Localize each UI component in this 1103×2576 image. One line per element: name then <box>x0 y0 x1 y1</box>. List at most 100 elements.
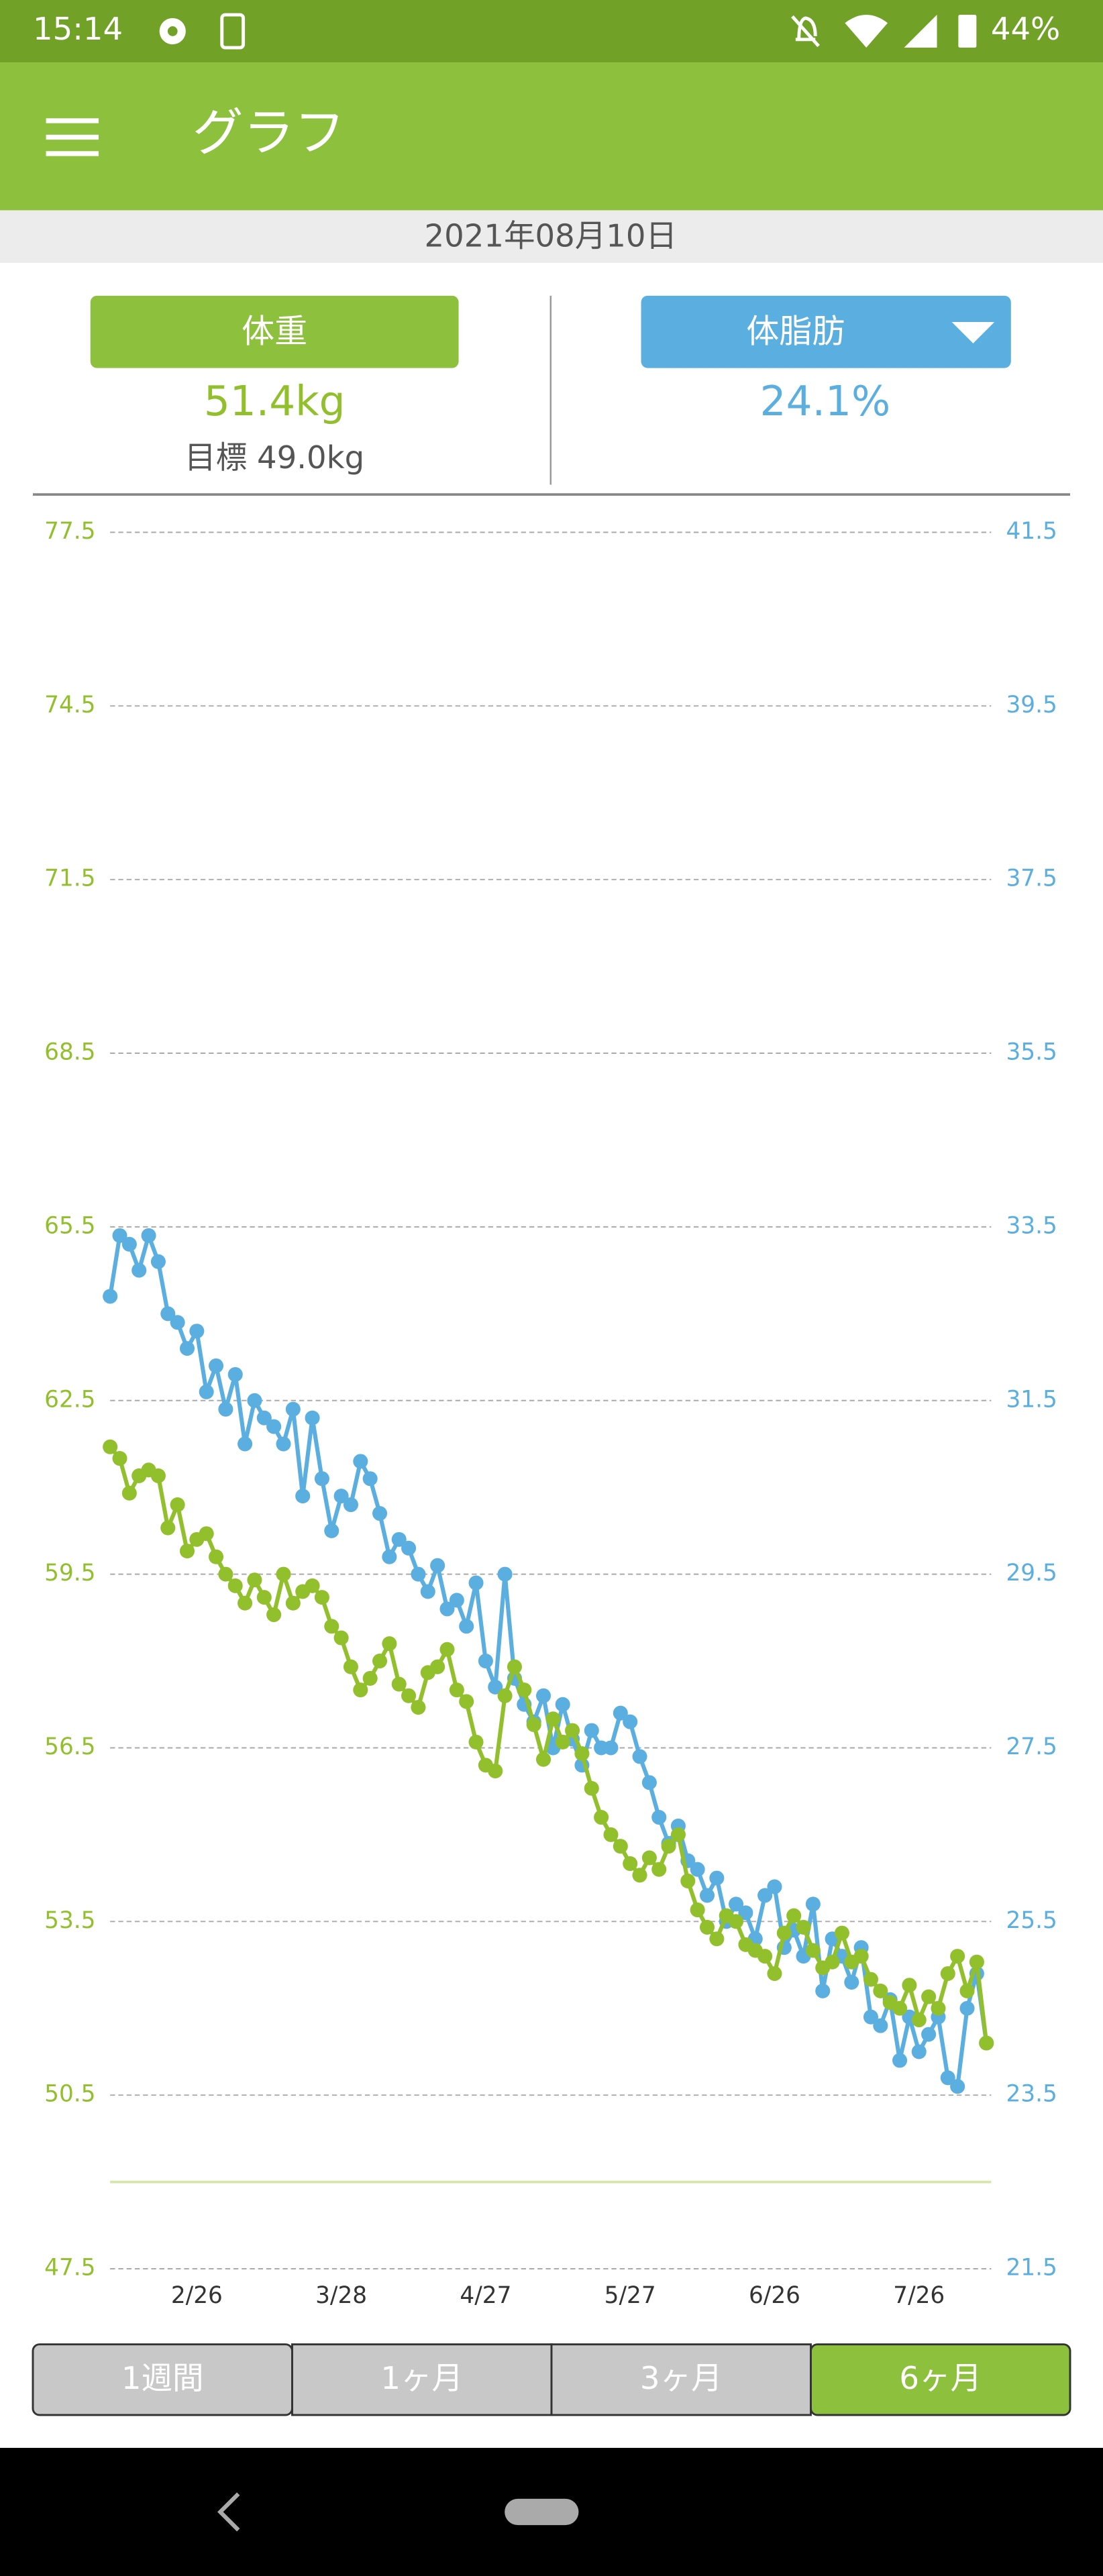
data-point <box>218 1566 233 1582</box>
data-point <box>670 1827 686 1842</box>
back-button[interactable] <box>217 2492 240 2532</box>
data-point <box>825 1954 840 1970</box>
data-point <box>555 1697 570 1712</box>
menu-line <box>46 151 99 156</box>
menu-button[interactable] <box>46 118 99 156</box>
battery-icon <box>958 15 977 48</box>
data-point <box>767 1966 782 1982</box>
data-point <box>969 1954 984 1970</box>
data-point <box>940 2070 955 2086</box>
data-point <box>931 2000 946 2016</box>
data-point <box>497 1566 513 1582</box>
y-tick-label: 59.5 <box>44 1560 95 1587</box>
data-point <box>218 1401 233 1417</box>
data-point <box>757 1949 773 1964</box>
data-point <box>892 2053 908 2068</box>
period-tab[interactable] <box>810 2343 1071 2416</box>
data-point <box>305 1578 320 1593</box>
data-point <box>651 1809 667 1825</box>
weight-value: 51.4kg <box>204 378 346 425</box>
y2-tick-label: 27.5 <box>1006 1733 1057 1760</box>
data-point <box>940 1966 955 1982</box>
y2-tick-label: 23.5 <box>1006 2081 1057 2108</box>
data-point <box>179 1341 195 1356</box>
data-point <box>449 1682 464 1698</box>
data-point <box>256 1590 272 1605</box>
app-title: グラフ <box>193 103 346 162</box>
y2-tick-label: 25.5 <box>1006 1907 1057 1934</box>
data-point <box>574 1746 590 1762</box>
data-point <box>324 1523 339 1538</box>
data-point <box>439 1601 455 1617</box>
data-point <box>382 1549 397 1564</box>
y2-tick-label: 41.5 <box>1006 518 1057 545</box>
data-point <box>921 1989 937 2004</box>
data-point <box>661 1839 676 1854</box>
period-tab-label: 1ヶ月 <box>380 2360 463 2396</box>
data-point <box>921 2027 937 2042</box>
data-point <box>729 1914 744 1929</box>
data-point <box>786 1908 802 1923</box>
y-tick-label: 56.5 <box>44 1733 95 1760</box>
data-point <box>343 1497 358 1513</box>
data-point <box>150 1468 166 1483</box>
data-point <box>545 1711 561 1727</box>
data-point <box>834 1925 849 1941</box>
weight-button[interactable] <box>90 295 459 368</box>
y2-tick-label: 37.5 <box>1006 865 1057 892</box>
data-point <box>892 2000 908 2016</box>
x-tick-label: 3/28 <box>315 2282 367 2309</box>
data-point <box>420 1584 435 1599</box>
wifi-icon <box>845 15 888 48</box>
data-point <box>160 1520 176 1536</box>
data-point <box>950 2079 965 2094</box>
data-point <box>112 1451 127 1466</box>
data-point <box>603 1827 619 1842</box>
data-point <box>439 1642 455 1657</box>
data-point <box>729 1896 744 1912</box>
chart: 47.5 50.5 53.5 56.5 59.5 62.5 65.5 68.5 71.5 74.5… <box>44 518 1057 2309</box>
period-tab[interactable] <box>550 2343 812 2416</box>
data-point <box>517 1682 532 1698</box>
data-point <box>372 1505 388 1521</box>
data-point <box>353 1682 368 1698</box>
data-point <box>709 1931 725 1947</box>
settings-icon-hole <box>167 26 178 36</box>
fat-button[interactable]: 体脂肪 <box>641 295 1011 368</box>
data-point <box>305 1410 320 1426</box>
data-point <box>430 1659 445 1674</box>
data-point <box>623 1714 638 1729</box>
data-point <box>382 1636 397 1652</box>
y2-tick-label: 39.5 <box>1006 692 1057 718</box>
data-point <box>535 1688 552 1703</box>
data-point <box>256 1410 272 1426</box>
data-point <box>815 1983 831 1998</box>
data-point <box>343 1659 358 1674</box>
data-point <box>150 1254 166 1269</box>
data-point <box>295 1489 311 1504</box>
data-point <box>699 1919 715 1935</box>
data-point <box>565 1723 580 1738</box>
data-point <box>266 1607 282 1623</box>
data-point <box>853 1949 869 1964</box>
data-point <box>911 2012 927 2028</box>
mute-icon <box>791 15 820 48</box>
data-point <box>189 1324 205 1339</box>
y-tick-label: 62.5 <box>44 1386 95 1413</box>
data-point <box>285 1401 301 1417</box>
home-button[interactable] <box>505 2498 579 2526</box>
y2-tick-label: 31.5 <box>1006 1386 1057 1413</box>
data-point <box>121 1485 137 1501</box>
battery-level: 44% <box>991 11 1060 47</box>
period-tab[interactable] <box>291 2343 553 2416</box>
data-point <box>950 1949 965 1964</box>
data-point <box>324 1619 339 1634</box>
weight-label: 体重 <box>242 313 307 351</box>
data-point <box>227 1578 243 1593</box>
app-bar <box>0 62 1103 211</box>
data-point <box>391 1676 407 1692</box>
data-point <box>863 1972 879 1987</box>
data-point <box>170 1497 185 1513</box>
data-point <box>247 1572 262 1588</box>
data-point <box>449 1593 464 1608</box>
